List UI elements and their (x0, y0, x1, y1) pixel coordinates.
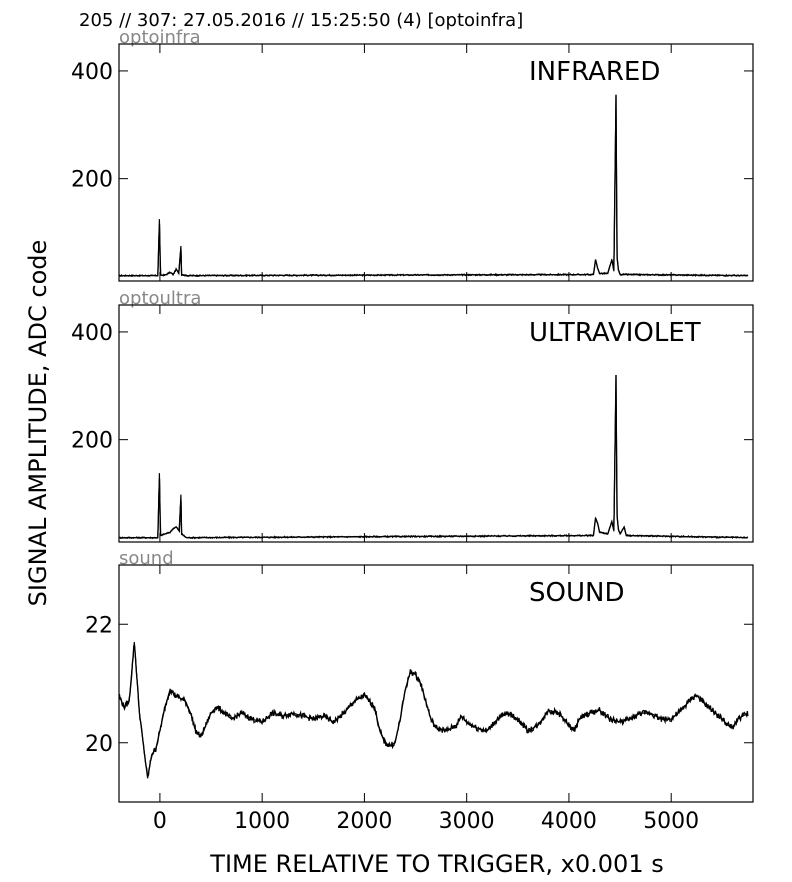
x-tick-label-2000: 2000 (336, 809, 392, 834)
y-tick-label-ultraviolet-400: 400 (71, 321, 113, 346)
series-peaks-infrared (119, 95, 748, 277)
y-axis-label: SIGNAL AMPLITUDE, ADC code (24, 240, 52, 607)
y-tick-label-ultraviolet-200: 200 (71, 429, 113, 454)
series-peaks-sound (118, 641, 749, 779)
chart-header: 205 // 307: 27.05.2016 // 15:25:50 (4) [… (79, 10, 523, 31)
panel-frame-infrared (118, 43, 754, 282)
x-tick-label-1000: 1000 (234, 809, 290, 834)
y-tick-label-sound-22: 22 (85, 613, 113, 638)
panel-title-ultraviolet: ULTRAVIOLET (529, 318, 701, 348)
panel-corner-label-ultraviolet: optoultra (119, 288, 201, 309)
series-line-infrared (119, 94, 749, 278)
panel-corner-label-sound: sound (119, 548, 174, 569)
series-line-ultraviolet (118, 374, 749, 540)
panel-ultraviolet: optoultra ULTRAVIOLET 200 400 (71, 288, 754, 543)
x-tick-label-5000: 5000 (643, 809, 699, 834)
x-tick-label-0: 0 (153, 809, 167, 834)
x-tick-label-4000: 4000 (541, 809, 597, 834)
y-tick-label-infrared-400: 400 (71, 60, 113, 85)
panel-sound: sound SOUND 20 22 (85, 548, 754, 803)
panel-title-sound: SOUND (529, 578, 624, 608)
panel-frame-ultraviolet (118, 304, 754, 543)
panel-corner-label-infrared: optoinfra (119, 27, 201, 48)
series-peaks-ultraviolet (119, 374, 748, 539)
x-axis-label: TIME RELATIVE TO TRIGGER, x0.001 s (209, 850, 663, 878)
y-tick-label-infrared-200: 200 (71, 168, 113, 193)
y-tick-label-sound-20: 20 (85, 732, 113, 757)
x-tick-label-3000: 3000 (439, 809, 495, 834)
chart-panels: optoinfraINFRARED200400optoultraULTRAVIO… (71, 27, 754, 834)
panel-title-infrared: INFRARED (529, 57, 660, 87)
panel-infrared: optoinfra INFRARED 200 400 (71, 27, 754, 282)
panel-frame-sound (118, 564, 754, 803)
